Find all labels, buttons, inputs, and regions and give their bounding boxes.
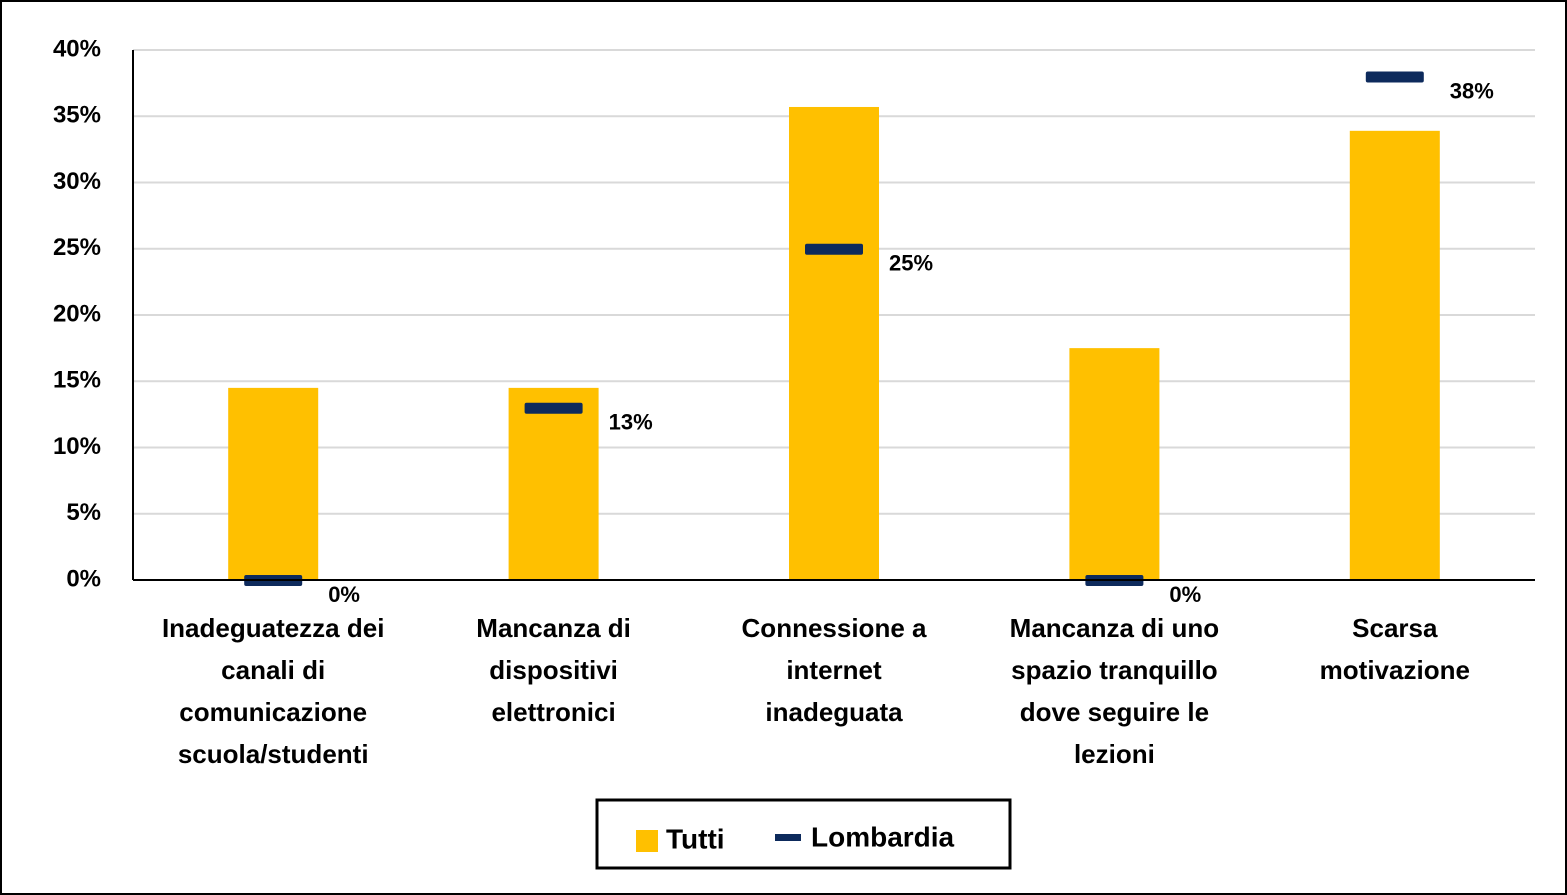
legend-label: Lombardia (811, 821, 955, 852)
y-tick-label: 35% (53, 102, 101, 129)
y-tick-label: 40% (53, 35, 101, 62)
bar (1349, 130, 1440, 580)
bar (228, 387, 319, 580)
bar (1069, 348, 1160, 580)
data-label: 38% (1450, 78, 1494, 103)
x-tick-label: Scarsa motivazione (1320, 613, 1470, 685)
data-label: 0% (328, 582, 360, 607)
y-tick-label: 0% (66, 565, 101, 592)
x-tick-label: Connessione a internet inadeguata (742, 613, 927, 727)
x-tick-label: Mancanza di dispositivi elettronici (476, 613, 631, 727)
marker (1365, 71, 1424, 83)
marker (524, 402, 583, 414)
legend-label: Tutti (666, 823, 725, 854)
data-label: 13% (609, 410, 653, 435)
y-tick-label: 25% (53, 234, 101, 261)
legend-swatch (775, 834, 801, 841)
x-tick-label: Inadeguatezza dei canali di comunicazione s… (162, 613, 385, 769)
y-tick-label: 10% (53, 433, 101, 460)
y-tick-label: 30% (53, 168, 101, 195)
data-label: 25% (889, 251, 933, 276)
x-tick-label: Mancanza di uno spazio tranquillo dove seg… (1010, 613, 1219, 769)
y-tick-label: 15% (53, 367, 101, 394)
data-label: 0% (1169, 582, 1201, 607)
legend-box (595, 798, 1012, 870)
bar (508, 387, 599, 580)
marker (805, 243, 863, 255)
y-tick-label: 5% (66, 499, 101, 526)
bar (789, 106, 879, 580)
legend-swatch (636, 830, 658, 852)
y-tick-label: 20% (53, 300, 101, 327)
